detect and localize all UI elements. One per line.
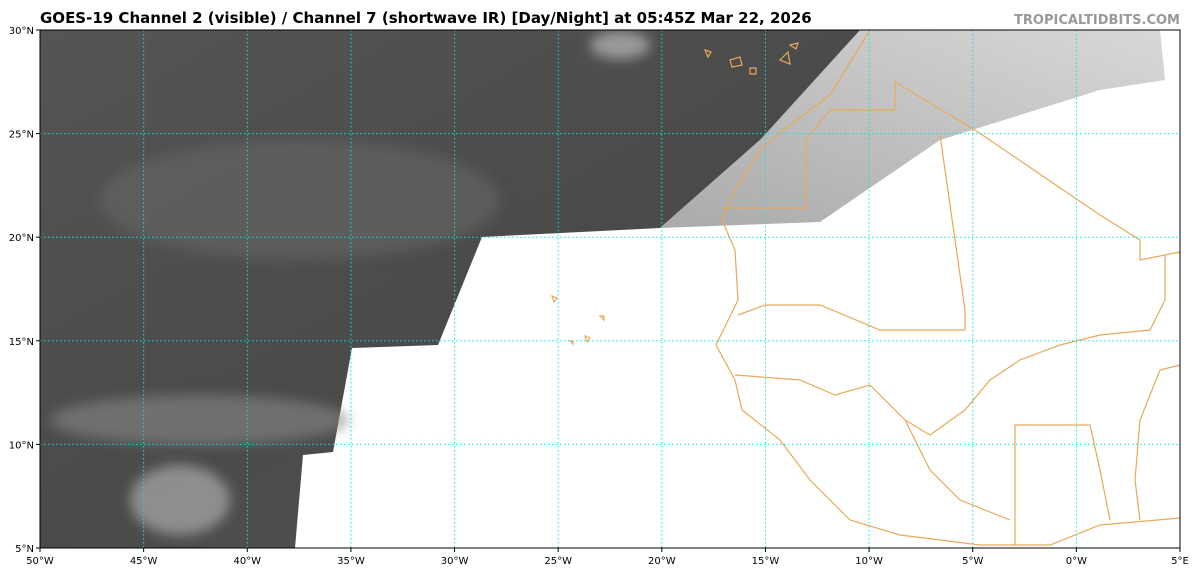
lon-tick-label: 35°W (337, 556, 365, 567)
imagery (40, 30, 1165, 548)
lon-tick-label: 5°W (962, 556, 983, 567)
lat-tick-label: 30°N (9, 26, 34, 37)
lon-tick-label: 30°W (441, 556, 469, 567)
coastlines (551, 29, 1181, 546)
lat-tick-label: 25°N (9, 130, 34, 141)
map-frame (39, 29, 1181, 549)
lon-tick-label: 0°W (1066, 556, 1087, 567)
lat-tick-label: 10°N (9, 440, 34, 451)
lat-tick-label: 20°N (9, 233, 34, 244)
lat-tick-label: 15°N (9, 337, 34, 348)
lon-tick-label: 25°W (544, 556, 572, 567)
lon-tick-label: 5°E (1171, 556, 1189, 567)
title: GOES-19 Channel 2 (visible) / Channel 7 … (40, 9, 812, 27)
lon-tick-label: 50°W (26, 556, 54, 567)
lon-tick-label: 15°W (752, 556, 780, 567)
site-credit: TROPICALTIDBITS.COM (1014, 13, 1180, 28)
lon-tick-label: 10°W (855, 556, 883, 567)
lat-tick-label: 5°N (15, 544, 34, 555)
lon-tick-label: 45°W (130, 556, 158, 567)
lon-tick-label: 20°W (648, 556, 676, 567)
lon-tick-label: 40°W (233, 556, 261, 567)
